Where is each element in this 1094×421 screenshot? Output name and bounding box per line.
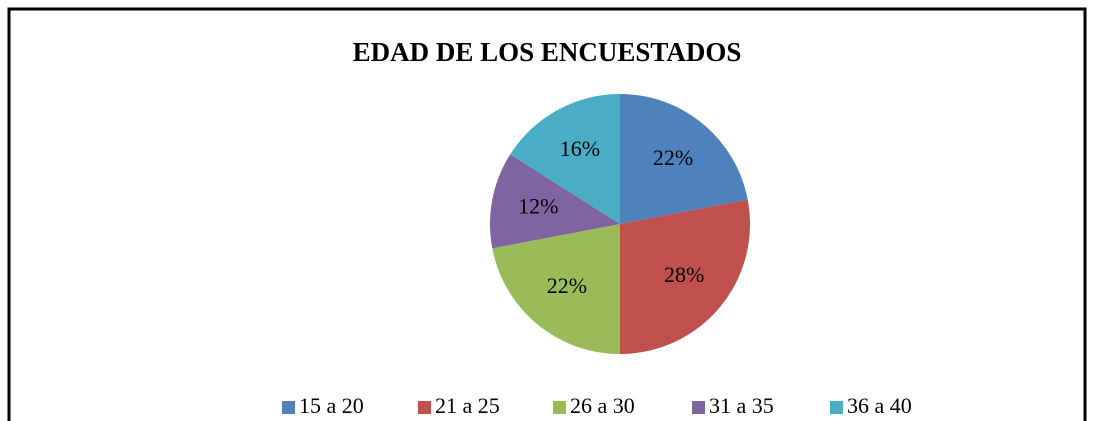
data-label: 16% [560,136,600,161]
legend-swatch [692,401,705,414]
legend-label: 36 a 40 [847,393,912,418]
legend-label: 26 a 30 [570,393,635,418]
pie-slice [489,154,620,249]
legend-label: 15 a 20 [299,393,364,418]
pie-slice [510,94,620,224]
legend-swatch [553,401,566,414]
data-label: 12% [518,193,558,218]
chart-title: EDAD DE LOS ENCUESTADOS [353,37,742,67]
legend-label: 31 a 35 [709,393,774,418]
pie-slice [620,94,748,224]
legend-swatch [418,401,431,414]
legend-swatch [830,401,843,414]
legend-swatch [282,401,295,414]
data-label: 28% [664,262,704,287]
data-label: 22% [653,145,693,170]
pie-slice [620,199,750,354]
data-label: 22% [547,273,587,298]
legend-label: 21 a 25 [435,393,500,418]
pie-slice [492,224,620,354]
